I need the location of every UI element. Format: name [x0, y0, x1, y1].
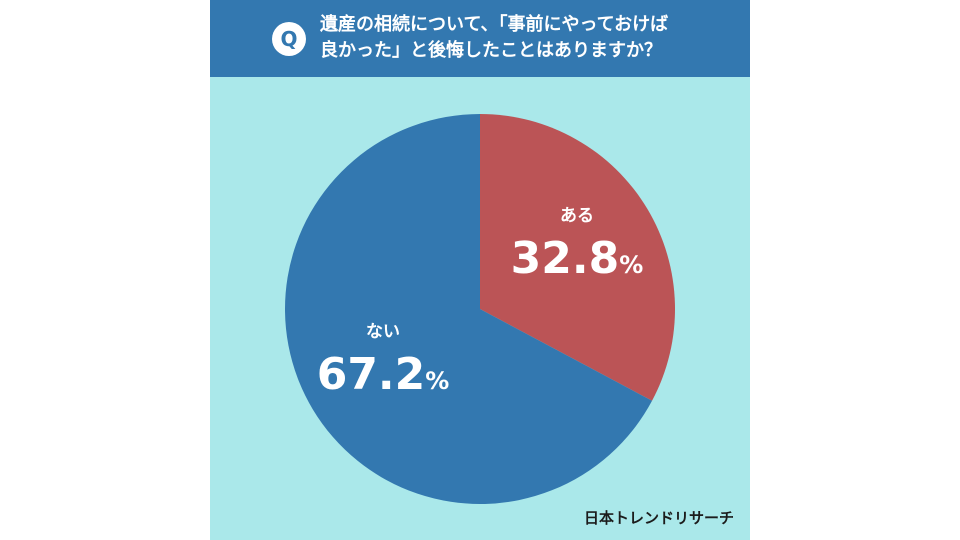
pie-slice-0 — [480, 114, 675, 401]
pie-chart: ある 32.8% ない 67.2% — [285, 114, 675, 504]
brand-logo: 日本トレンドリサーチ — [583, 509, 734, 527]
chart-card: Q 遺産の相続について、「事前にやっておけば 良かった」と後悔したことはあります… — [210, 0, 750, 540]
slice-label-1: ない — [366, 322, 400, 342]
slice-value-1: 67.2% — [317, 349, 450, 400]
slice-value-0: 32.8% — [511, 233, 644, 284]
slice-label-0: ある — [560, 206, 594, 226]
question-text: 遺産の相続について、「事前にやっておけば 良かった」と後悔したことはありますか？ — [320, 12, 740, 64]
question-line-2: 良かった」と後悔したことはありますか？ — [320, 40, 662, 61]
question-line-1: 遺産の相続について、「事前にやっておけば — [320, 14, 669, 35]
q-badge: Q — [272, 22, 306, 56]
pie-slice-1 — [285, 114, 653, 504]
question-header: Q 遺産の相続について、「事前にやっておけば 良かった」と後悔したことはあります… — [210, 0, 750, 77]
